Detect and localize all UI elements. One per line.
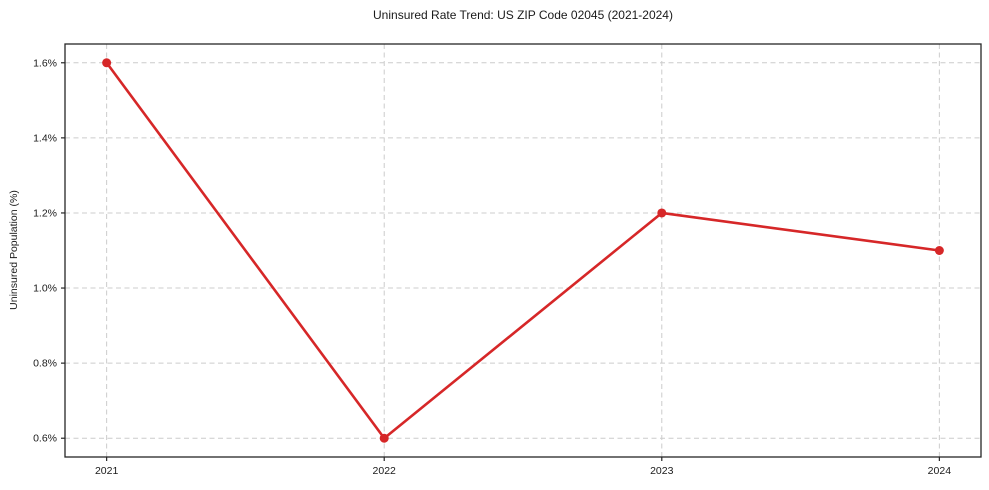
data-point — [657, 208, 667, 218]
x-tick-label: 2023 — [650, 465, 674, 477]
y-tick-label: 0.6% — [33, 433, 57, 445]
y-tick-label: 1.4% — [33, 132, 57, 144]
chart-title: Uninsured Rate Trend: US ZIP Code 02045 … — [373, 8, 673, 22]
trend-line — [105, 61, 941, 440]
x-tick-label: 2021 — [95, 465, 119, 477]
data-point — [102, 58, 112, 68]
data-point — [379, 433, 389, 443]
x-tick-label: 2024 — [928, 465, 952, 477]
y-tick-label: 1.6% — [33, 57, 57, 69]
y-tick-label: 1.2% — [33, 207, 57, 219]
data-point — [934, 246, 944, 255]
x-tick-label: 2022 — [373, 465, 397, 477]
y-tick-label: 0.8% — [33, 358, 57, 370]
y-tick-label: 1.0% — [33, 283, 57, 295]
plot-border — [64, 43, 982, 458]
